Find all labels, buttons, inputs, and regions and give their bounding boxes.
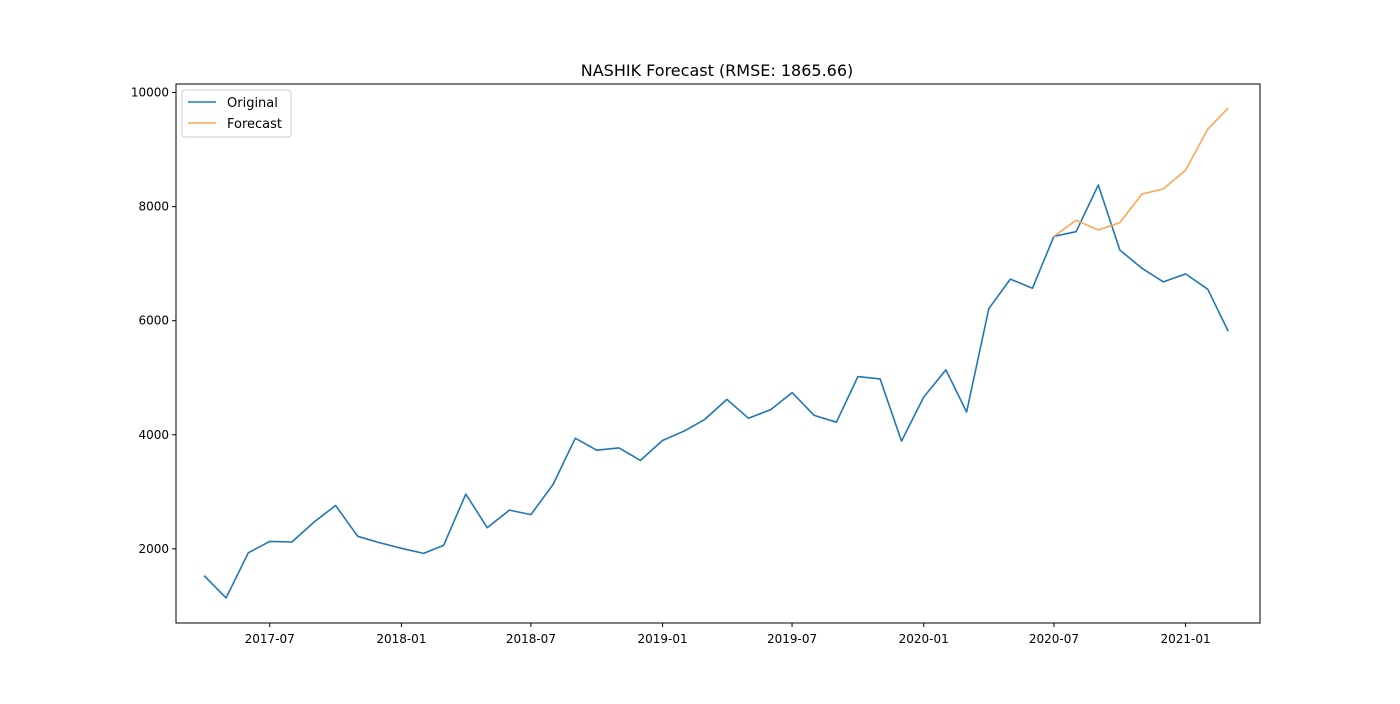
legend: Original Forecast (181, 89, 292, 138)
x-tick-label: 2017-07 (245, 632, 295, 646)
x-tick-label: 2018-07 (506, 632, 556, 646)
x-tick-label: 2019-07 (767, 632, 817, 646)
x-tick-label: 2020-07 (1029, 632, 1079, 646)
x-tick-label: 2020-01 (899, 632, 949, 646)
y-tick-label: 4000 (138, 428, 169, 442)
x-tick-label: 2019-01 (637, 632, 687, 646)
chart-title: NASHIK Forecast (RMSE: 1865.66) (581, 61, 854, 80)
y-tick-label: 2000 (138, 542, 169, 556)
y-axis-ticks: 2000 4000 6000 8000 10000 (131, 86, 176, 556)
series-line-forecast (1052, 107, 1229, 238)
series-layer (203, 107, 1229, 599)
y-tick-label: 10000 (131, 86, 169, 100)
legend-label-forecast: Forecast (227, 117, 282, 132)
x-axis-ticks: 2017-07 2018-01 2018-07 2019-01 2019-07 2020-… (245, 623, 1211, 646)
axes: 2017-07 2018-01 2018-07 2019-01 2019-07 2020-… (131, 83, 1261, 646)
legend-label-original: Original (227, 96, 278, 111)
y-tick-label: 6000 (138, 314, 169, 328)
x-tick-label: 2018-01 (376, 632, 426, 646)
series-line-original (203, 184, 1229, 599)
plot-frame (175, 83, 1261, 624)
y-tick-label: 8000 (138, 200, 169, 214)
x-tick-label: 2021-01 (1161, 632, 1211, 646)
